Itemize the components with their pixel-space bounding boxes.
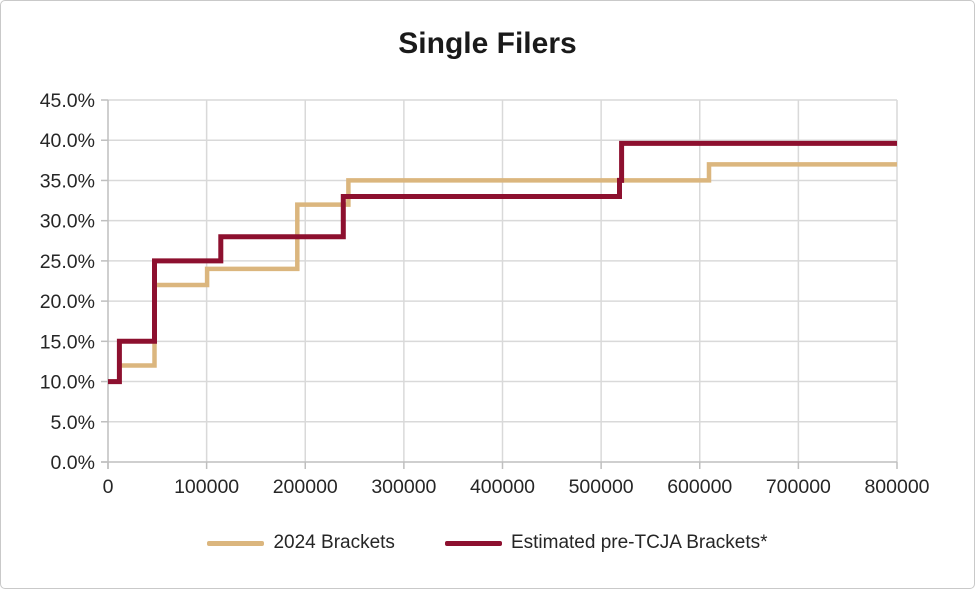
x-tick-label: 200000 <box>273 476 338 498</box>
x-tick-label: 500000 <box>569 476 634 498</box>
y-tick-label: 5.0% <box>51 412 95 434</box>
x-tick-label: 300000 <box>371 476 436 498</box>
y-tick-label: 10.0% <box>40 372 95 394</box>
y-tick-label: 40.0% <box>40 130 95 152</box>
x-tick-label: 100000 <box>174 476 239 498</box>
x-tick-label: 800000 <box>864 476 929 498</box>
legend-item-2024-brackets: 2024 Brackets <box>207 532 395 554</box>
y-tick-label: 45.0% <box>40 90 95 112</box>
x-tick-label: 600000 <box>667 476 732 498</box>
x-tick-label: 700000 <box>766 476 831 498</box>
legend-swatch-2024-brackets-line-icon <box>207 540 265 546</box>
legend-item-pre-tcja-brackets: Estimated pre-TCJA Brackets* <box>444 532 768 554</box>
series-line-estimated-pre-tcja-brackets <box>108 140 897 385</box>
y-tick-label: 20.0% <box>40 291 95 313</box>
chart-title: Single Filers <box>398 27 577 60</box>
y-tick-label: 15.0% <box>40 331 95 353</box>
y-tick-label: 35.0% <box>40 170 95 192</box>
y-tick-label: 0.0% <box>51 452 95 474</box>
y-tick-label: 25.0% <box>40 251 95 273</box>
legend-label-pre-tcja-brackets: Estimated pre-TCJA Brackets* <box>510 532 768 553</box>
x-tick-label: 400000 <box>470 476 535 498</box>
series-line-2024-brackets <box>108 162 897 384</box>
legend: 2024 Brackets Estimated pre-TCJA Bracket… <box>1 532 974 554</box>
legend-label-2024-brackets: 2024 Brackets <box>273 532 395 553</box>
y-tick-label: 30.0% <box>40 211 95 233</box>
x-tick-label: 0 <box>103 476 114 498</box>
legend-swatch-pre-tcja-brackets-line-icon <box>444 540 502 546</box>
